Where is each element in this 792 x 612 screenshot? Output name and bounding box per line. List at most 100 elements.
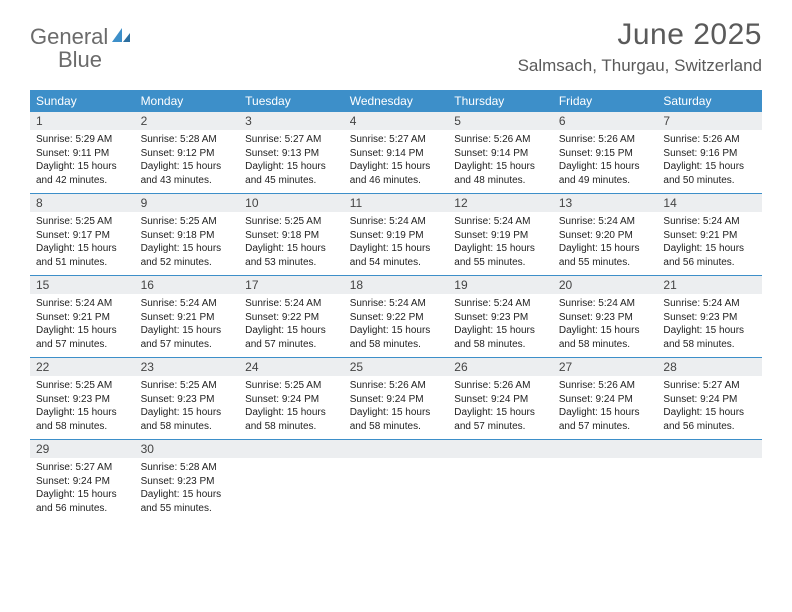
- daylight-line: Daylight: 15 hours and 55 minutes.: [141, 488, 234, 515]
- day-number-cell: 21: [657, 276, 762, 294]
- day-body-cell: [657, 458, 762, 521]
- day-number-cell: 7: [657, 112, 762, 130]
- day-body-cell: Sunrise: 5:26 AMSunset: 9:24 PMDaylight:…: [344, 376, 449, 439]
- sunrise-line: Sunrise: 5:24 AM: [663, 215, 756, 229]
- daylight-line: Daylight: 15 hours and 57 minutes.: [245, 324, 338, 351]
- day-body-cell: Sunrise: 5:27 AMSunset: 9:24 PMDaylight:…: [30, 458, 135, 521]
- sunrise-line: Sunrise: 5:25 AM: [141, 215, 234, 229]
- daylight-line: Daylight: 15 hours and 56 minutes.: [36, 488, 129, 515]
- day-body-cell: Sunrise: 5:24 AMSunset: 9:19 PMDaylight:…: [344, 212, 449, 275]
- day-number-cell: 5: [448, 112, 553, 130]
- daylight-line: Daylight: 15 hours and 58 minutes.: [350, 406, 443, 433]
- weekday-label: Thursday: [448, 90, 553, 112]
- body-row: Sunrise: 5:27 AMSunset: 9:24 PMDaylight:…: [30, 458, 762, 521]
- weekday-label: Tuesday: [239, 90, 344, 112]
- day-number-cell: 6: [553, 112, 658, 130]
- day-number-cell: [239, 440, 344, 458]
- logo-word1: General: [30, 24, 108, 49]
- week-block: 1234567Sunrise: 5:29 AMSunset: 9:11 PMDa…: [30, 112, 762, 194]
- day-body-cell: Sunrise: 5:26 AMSunset: 9:14 PMDaylight:…: [448, 130, 553, 193]
- day-number-cell: 8: [30, 194, 135, 212]
- daylight-line: Daylight: 15 hours and 52 minutes.: [141, 242, 234, 269]
- sunset-line: Sunset: 9:23 PM: [36, 393, 129, 407]
- sunset-line: Sunset: 9:24 PM: [350, 393, 443, 407]
- weekday-label: Friday: [553, 90, 658, 112]
- day-body-cell: Sunrise: 5:26 AMSunset: 9:24 PMDaylight:…: [553, 376, 658, 439]
- day-body-cell: Sunrise: 5:26 AMSunset: 9:24 PMDaylight:…: [448, 376, 553, 439]
- sunrise-line: Sunrise: 5:25 AM: [36, 379, 129, 393]
- daylight-line: Daylight: 15 hours and 58 minutes.: [36, 406, 129, 433]
- logo-text: General Blue: [30, 26, 132, 72]
- sunrise-line: Sunrise: 5:24 AM: [454, 215, 547, 229]
- sunrise-line: Sunrise: 5:26 AM: [454, 133, 547, 147]
- day-number-cell: 14: [657, 194, 762, 212]
- day-number-cell: [553, 440, 658, 458]
- day-number-cell: 17: [239, 276, 344, 294]
- day-number-cell: [448, 440, 553, 458]
- body-row: Sunrise: 5:29 AMSunset: 9:11 PMDaylight:…: [30, 130, 762, 193]
- week-block: 22232425262728Sunrise: 5:25 AMSunset: 9:…: [30, 358, 762, 440]
- sunset-line: Sunset: 9:19 PM: [350, 229, 443, 243]
- day-body-cell: [553, 458, 658, 521]
- week-block: 15161718192021Sunrise: 5:24 AMSunset: 9:…: [30, 276, 762, 358]
- day-body-cell: Sunrise: 5:24 AMSunset: 9:22 PMDaylight:…: [239, 294, 344, 357]
- daylight-line: Daylight: 15 hours and 56 minutes.: [663, 406, 756, 433]
- sunrise-line: Sunrise: 5:26 AM: [350, 379, 443, 393]
- sunset-line: Sunset: 9:14 PM: [454, 147, 547, 161]
- sunset-line: Sunset: 9:22 PM: [350, 311, 443, 325]
- sunrise-line: Sunrise: 5:24 AM: [350, 297, 443, 311]
- day-number-cell: [657, 440, 762, 458]
- sunset-line: Sunset: 9:24 PM: [559, 393, 652, 407]
- daylight-line: Daylight: 15 hours and 57 minutes.: [559, 406, 652, 433]
- daylight-line: Daylight: 15 hours and 48 minutes.: [454, 160, 547, 187]
- daylight-line: Daylight: 15 hours and 57 minutes.: [454, 406, 547, 433]
- weekday-header-row: SundayMondayTuesdayWednesdayThursdayFrid…: [30, 90, 762, 112]
- daylight-line: Daylight: 15 hours and 49 minutes.: [559, 160, 652, 187]
- sunset-line: Sunset: 9:20 PM: [559, 229, 652, 243]
- day-number-cell: 27: [553, 358, 658, 376]
- day-body-cell: Sunrise: 5:24 AMSunset: 9:21 PMDaylight:…: [657, 212, 762, 275]
- day-number-cell: 20: [553, 276, 658, 294]
- daylight-line: Daylight: 15 hours and 46 minutes.: [350, 160, 443, 187]
- sunrise-line: Sunrise: 5:28 AM: [141, 133, 234, 147]
- day-number-cell: 16: [135, 276, 240, 294]
- daylight-line: Daylight: 15 hours and 58 minutes.: [350, 324, 443, 351]
- day-body-cell: Sunrise: 5:26 AMSunset: 9:16 PMDaylight:…: [657, 130, 762, 193]
- daylight-line: Daylight: 15 hours and 56 minutes.: [663, 242, 756, 269]
- daylight-line: Daylight: 15 hours and 54 minutes.: [350, 242, 443, 269]
- daylight-line: Daylight: 15 hours and 42 minutes.: [36, 160, 129, 187]
- sunset-line: Sunset: 9:19 PM: [454, 229, 547, 243]
- day-number-cell: 26: [448, 358, 553, 376]
- day-body-cell: Sunrise: 5:27 AMSunset: 9:14 PMDaylight:…: [344, 130, 449, 193]
- sunrise-line: Sunrise: 5:26 AM: [663, 133, 756, 147]
- day-body-cell: Sunrise: 5:24 AMSunset: 9:22 PMDaylight:…: [344, 294, 449, 357]
- sunset-line: Sunset: 9:18 PM: [245, 229, 338, 243]
- day-number-cell: 25: [344, 358, 449, 376]
- sunrise-line: Sunrise: 5:25 AM: [141, 379, 234, 393]
- sunrise-line: Sunrise: 5:29 AM: [36, 133, 129, 147]
- sunrise-line: Sunrise: 5:25 AM: [245, 215, 338, 229]
- day-body-cell: Sunrise: 5:25 AMSunset: 9:23 PMDaylight:…: [30, 376, 135, 439]
- sunrise-line: Sunrise: 5:27 AM: [350, 133, 443, 147]
- sunset-line: Sunset: 9:23 PM: [559, 311, 652, 325]
- daynum-row: 22232425262728: [30, 358, 762, 376]
- sunset-line: Sunset: 9:21 PM: [141, 311, 234, 325]
- day-number-cell: 18: [344, 276, 449, 294]
- sunset-line: Sunset: 9:24 PM: [454, 393, 547, 407]
- day-body-cell: Sunrise: 5:25 AMSunset: 9:23 PMDaylight:…: [135, 376, 240, 439]
- day-number-cell: 23: [135, 358, 240, 376]
- weekday-label: Saturday: [657, 90, 762, 112]
- sunrise-line: Sunrise: 5:24 AM: [36, 297, 129, 311]
- daylight-line: Daylight: 15 hours and 58 minutes.: [559, 324, 652, 351]
- sunrise-line: Sunrise: 5:24 AM: [141, 297, 234, 311]
- location-text: Salmsach, Thurgau, Switzerland: [518, 56, 762, 76]
- sunrise-line: Sunrise: 5:25 AM: [36, 215, 129, 229]
- day-number-cell: 12: [448, 194, 553, 212]
- day-number-cell: 10: [239, 194, 344, 212]
- daynum-row: 1234567: [30, 112, 762, 130]
- daylight-line: Daylight: 15 hours and 50 minutes.: [663, 160, 756, 187]
- sunset-line: Sunset: 9:12 PM: [141, 147, 234, 161]
- daylight-line: Daylight: 15 hours and 57 minutes.: [36, 324, 129, 351]
- day-number-cell: 13: [553, 194, 658, 212]
- day-body-cell: Sunrise: 5:25 AMSunset: 9:18 PMDaylight:…: [135, 212, 240, 275]
